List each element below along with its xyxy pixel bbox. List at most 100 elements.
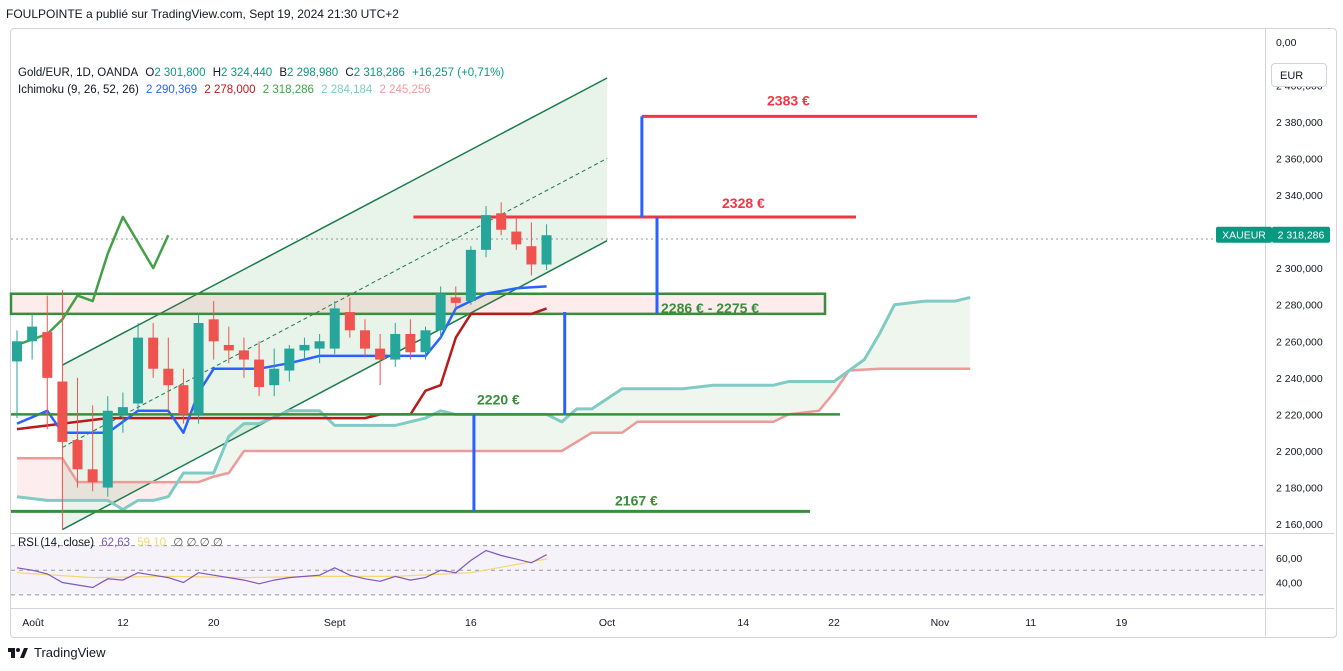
- ichimoku-chikou-value: 2 318,286: [262, 84, 314, 96]
- ichimoku-cloud-segment: [735, 385, 744, 422]
- ichimoku-cloud-segment: [811, 381, 819, 412]
- candle: [526, 222, 537, 276]
- ichimoku-cloud-segment: [395, 423, 403, 452]
- candle-body: [344, 312, 355, 331]
- candle-body: [133, 337, 144, 404]
- ichimoku-cloud-segment: [433, 410, 441, 452]
- candle-body: [42, 332, 53, 378]
- tradingview-logo-icon: [8, 647, 28, 658]
- legend-c-value: 2 318,286: [353, 67, 405, 79]
- rsi-value: 62,63: [101, 537, 131, 549]
- ichimoku-cloud-segment: [251, 423, 260, 452]
- legend-c-label: C: [345, 67, 354, 79]
- candle: [27, 313, 38, 360]
- x-axis-tick-label: 12: [117, 617, 129, 629]
- x-axis-tick-label: 19: [1116, 617, 1128, 629]
- candle: [163, 337, 174, 411]
- x-axis-tick-label: 14: [737, 617, 749, 629]
- ichimoku-cloud-segment: [478, 414, 487, 452]
- ichimoku-cloud-segment: [259, 420, 267, 452]
- x-axis-tick-label: 16: [465, 617, 477, 629]
- candle: [420, 326, 431, 360]
- ichimoku-kijun-line: [16, 307, 548, 431]
- candle: [344, 297, 355, 338]
- ichimoku-cloud-segment: [561, 415, 570, 452]
- rsi-line: [16, 549, 547, 589]
- ichimoku-cloud-segment: [85, 482, 93, 501]
- ichimoku-cloud-segment: [296, 410, 305, 452]
- rsi-label[interactable]: RSI (14, close): [18, 537, 95, 549]
- support-zone-box: [9, 292, 827, 316]
- ichimoku-cloud-segment: [781, 381, 789, 419]
- x-axis-tick-label: Oct: [599, 617, 615, 629]
- ichimoku-cloud-segment: [39, 458, 48, 501]
- ichimoku-cloud-segment: [644, 388, 653, 422]
- ichimoku-cloud-segment: [448, 412, 456, 452]
- ichimoku-cloud-segment: [652, 388, 661, 422]
- candle: [87, 405, 98, 492]
- candle-body: [163, 368, 174, 386]
- candle-body: [72, 440, 83, 470]
- ichimoku-cloud-segment: [516, 414, 524, 452]
- y-axis-tick-label: 2 220,000: [1276, 409, 1323, 421]
- ichimoku-cloud-segment: [440, 410, 449, 452]
- rsi-ma-line: [16, 558, 547, 579]
- candle: [496, 202, 507, 236]
- ichimoku-cloud-segment: [183, 472, 191, 483]
- ichimoku-cloud-segment: [569, 408, 577, 447]
- currency-button[interactable]: EUR: [1271, 63, 1327, 87]
- ichimoku-cloud-segment: [788, 381, 797, 415]
- ichimoku-cloud-segment: [894, 303, 903, 369]
- ichimoku-cloud-segment: [584, 408, 592, 438]
- candle: [465, 246, 476, 305]
- x-axis-tick-label: 22: [828, 617, 840, 629]
- candle: [57, 290, 68, 530]
- ichimoku-label[interactable]: Ichimoku (9, 26, 52, 26): [18, 84, 139, 96]
- candle-body: [511, 231, 522, 245]
- candle: [481, 205, 492, 258]
- ichimoku-cloud-segment: [357, 425, 365, 452]
- ichimoku-cloud-segment: [803, 381, 812, 413]
- candle: [269, 348, 280, 397]
- ichimoku-cloud-segment: [501, 414, 509, 452]
- legend-symbol[interactable]: Gold/EUR, 1D, OANDA: [18, 67, 139, 79]
- label-2328: 2328 €: [722, 195, 765, 211]
- ichimoku-cloud-segment: [939, 301, 948, 369]
- candle-body: [57, 381, 68, 442]
- ichimoku-cloud-segment: [955, 299, 963, 369]
- ichimoku-cloud-segment: [47, 458, 55, 501]
- ichimoku-cloud-segment: [705, 385, 713, 422]
- candle-body: [238, 350, 249, 360]
- candle-body: [12, 341, 22, 362]
- candle-body: [541, 235, 552, 265]
- ichimoku-cloud-segment: [281, 410, 290, 452]
- candle: [450, 286, 461, 309]
- ichimoku-kijun-value: 2 278,000: [204, 84, 256, 96]
- ichimoku-cloud-segment: [24, 458, 33, 499]
- ichimoku-cloud-segment: [765, 385, 774, 422]
- candle-body: [193, 323, 204, 415]
- candle: [329, 301, 340, 355]
- candle-body: [390, 333, 401, 360]
- label-2383: 2383 €: [767, 92, 810, 108]
- ichimoku-cloud-segment: [92, 482, 101, 501]
- y-axis-tick-label: 2 300,000: [1276, 263, 1323, 275]
- ichimoku-cloud-segment: [773, 383, 782, 422]
- ichimoku-cloud-segment: [523, 414, 532, 452]
- ichimoku-cloud-segment: [697, 386, 706, 422]
- ichimoku-cloud-segment: [538, 414, 547, 452]
- candle-body: [117, 407, 128, 415]
- candle: [284, 344, 295, 382]
- ichimoku-cloud-segment: [712, 385, 721, 422]
- ichimoku-cloud-segment: [160, 482, 169, 499]
- ichimoku-cloud-segment: [546, 414, 555, 452]
- ichimoku-cloud-segment: [909, 301, 918, 369]
- candle-body: [87, 469, 98, 483]
- ichimoku-cloud-segment: [304, 410, 313, 452]
- candle: [102, 396, 113, 497]
- ichimoku-cloud-segment: [493, 414, 502, 452]
- ichimoku-cloud-segment: [947, 301, 956, 369]
- ichimoku-cloud-segment: [720, 385, 729, 422]
- channel-upper-line: [62, 77, 608, 366]
